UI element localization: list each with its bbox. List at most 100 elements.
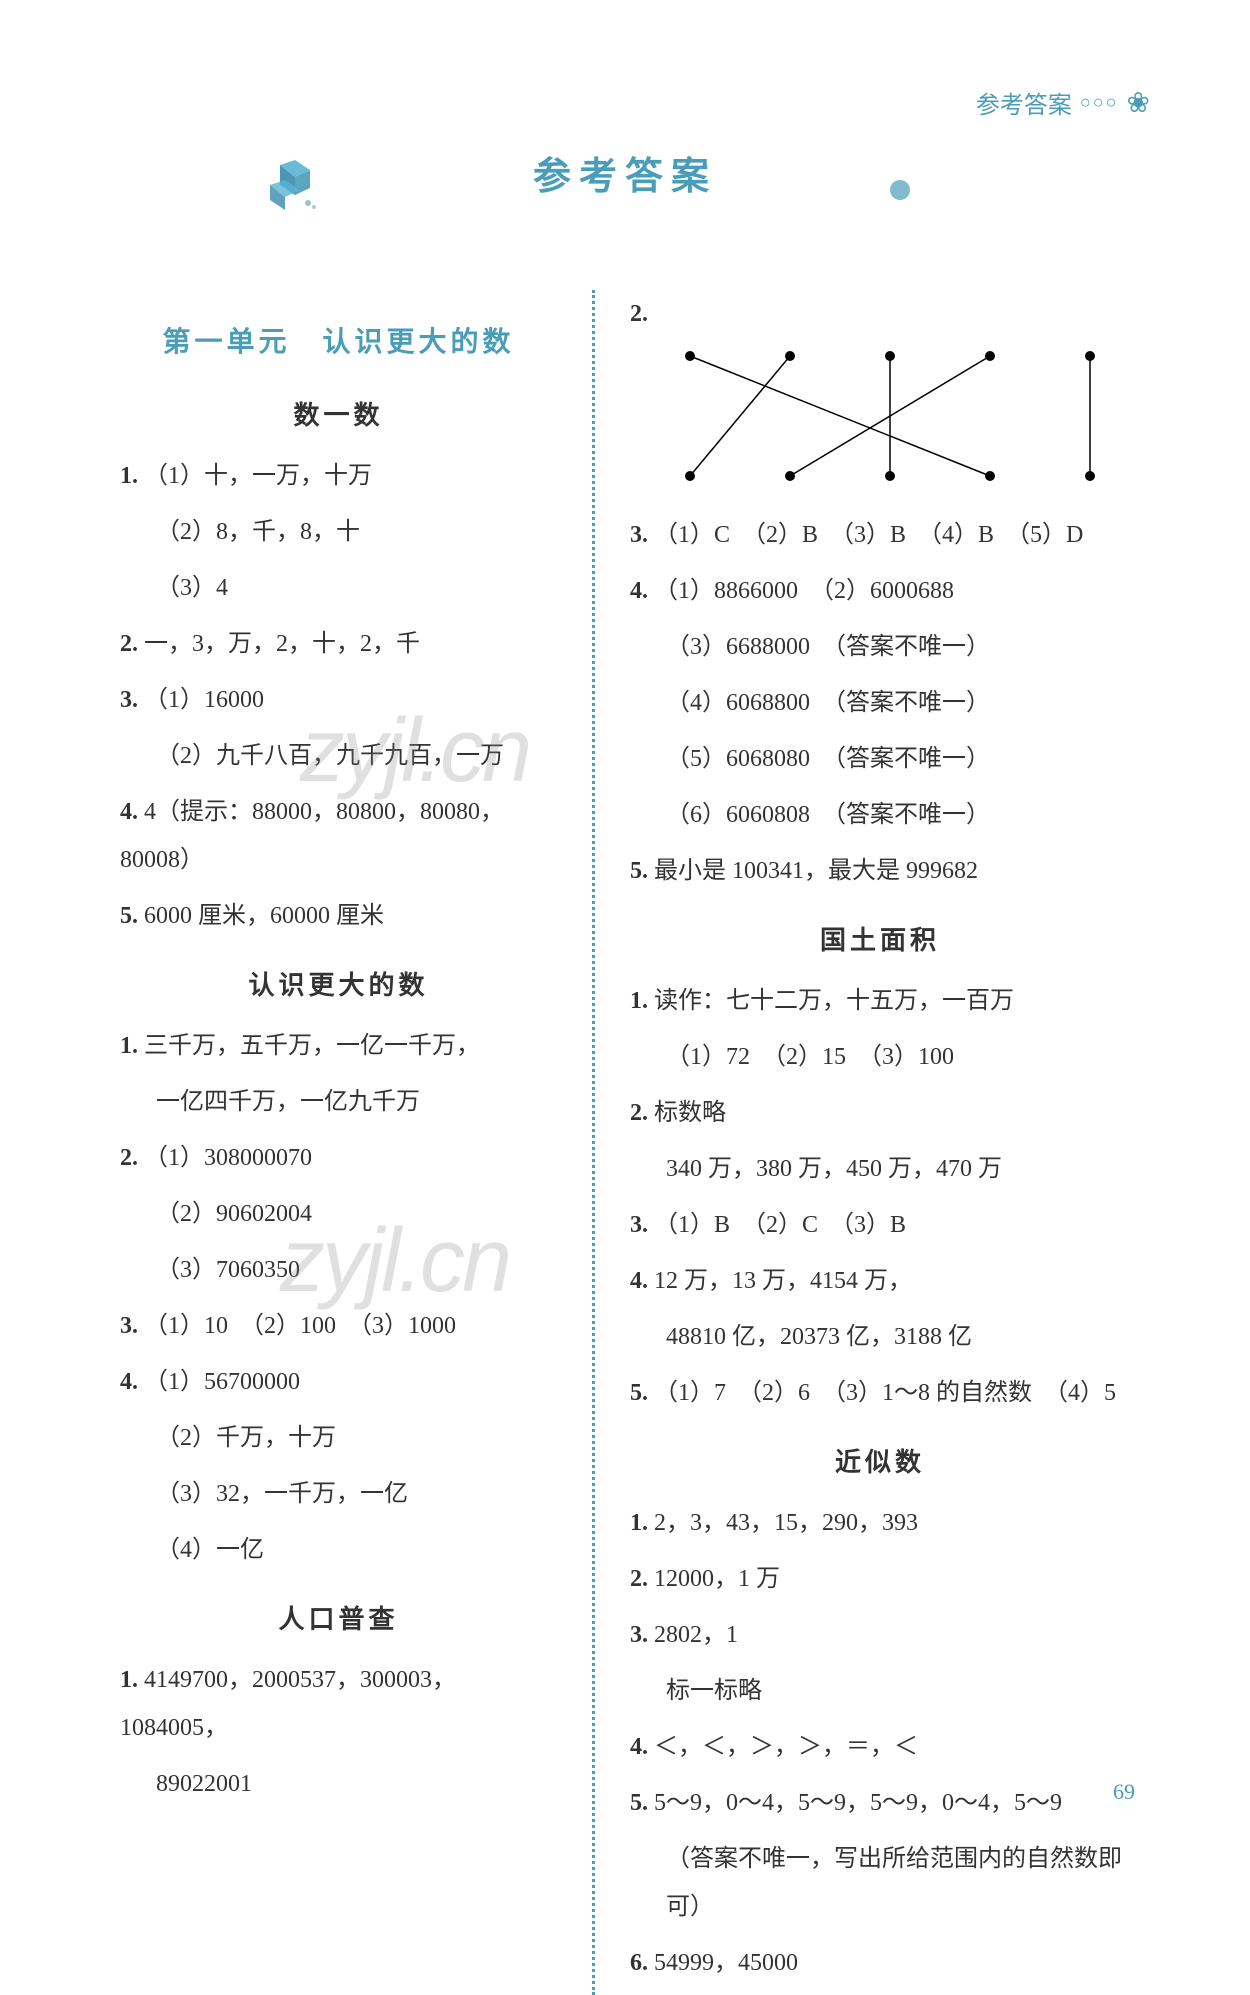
answer-text: ＜，＜，＞，＞，＝，＜ — [654, 1734, 918, 1760]
answer-text: （3）32，一千万，一亿 — [156, 1481, 408, 1507]
answer-text: 6000 厘米，60000 厘米 — [144, 903, 384, 929]
answer-line: 2. — [630, 290, 1130, 338]
answer-line: 5. 5～9，0～4，5～9，5～9，0～4，5～9 — [630, 1779, 1130, 1827]
flower-icon: ❀ — [1127, 86, 1150, 120]
answer-text: （4）一亿 — [156, 1537, 264, 1563]
answer-line: （2）8，千，8，十 — [120, 508, 557, 556]
item-number: 3. — [630, 1622, 648, 1648]
answer-line: 3. （1）B （2）C （3）B — [630, 1201, 1130, 1249]
section-title: 近似数 — [630, 1442, 1130, 1479]
answer-text: 340 万，380 万，450 万，470 万 — [666, 1156, 1002, 1182]
item-number: 2. — [630, 301, 648, 327]
item-number: 1. — [630, 1510, 648, 1536]
answer-text: （1）十，一万，十万 — [144, 463, 372, 489]
answer-line: （3）32，一千万，一亿 — [120, 1470, 557, 1518]
answer-line: 6. 54999，45000 — [630, 1939, 1130, 1987]
answer-line: （5）6068080 （答案不唯一） — [630, 735, 1130, 783]
answer-text: （1）72 （2）15 （3）100 — [666, 1044, 954, 1070]
answer-line: 1. 2，3，43，15，290，393 — [630, 1499, 1130, 1547]
answer-line: （1）72 （2）15 （3）100 — [630, 1033, 1130, 1081]
answer-line: 4. （1）8866000 （2）6000688 — [630, 567, 1130, 615]
answer-line: 3. （1）16000 — [120, 676, 557, 724]
answer-line: （6）6060808 （答案不唯一） — [630, 791, 1130, 839]
section-title: 国土面积 — [630, 920, 1130, 957]
answer-text: 4149700，2000537，300003，1084005， — [120, 1667, 456, 1741]
answer-text: 12 万，13 万，4154 万， — [654, 1268, 912, 1294]
header-corner-text: 参考答案 — [976, 85, 1072, 120]
column-divider — [592, 290, 595, 1995]
item-number: 2. — [630, 1566, 648, 1592]
answer-line: 4. 4（提示：88000，80800，80080，80008） — [120, 788, 557, 884]
answer-text: （2）90602004 — [156, 1201, 312, 1227]
answer-text: （答案不唯一，写出所给范围内的自然数即可） — [666, 1846, 1122, 1920]
deco-dots: ○○○ — [1080, 92, 1119, 113]
answer-text: （1）56700000 — [144, 1369, 300, 1395]
answer-text: 最小是 100341，最大是 999682 — [654, 858, 978, 884]
answer-line: （4）6068800 （答案不唯一） — [630, 679, 1130, 727]
item-number: 6. — [630, 1950, 648, 1976]
header-corner: 参考答案 ○○○ ❀ — [976, 85, 1150, 120]
item-number: 3. — [630, 522, 648, 548]
answer-text: （1）7 （2）6 （3）1～8 的自然数 （4）5 — [654, 1380, 1116, 1406]
answer-line: 4. 12 万，13 万，4154 万， — [630, 1257, 1130, 1305]
answer-text: 2802，1 — [654, 1622, 738, 1648]
item-number: 5. — [120, 903, 138, 929]
answer-text: 标数略 — [654, 1100, 726, 1126]
answer-line: 4. ＜，＜，＞，＞，＝，＜ — [630, 1723, 1130, 1771]
item-number: 5. — [630, 1790, 648, 1816]
item-number: 4. — [630, 1734, 648, 1760]
section-title: 认识更大的数 — [120, 965, 557, 1002]
answer-line: 48810 亿，20373 亿，3188 亿 — [630, 1313, 1130, 1361]
item-number: 3. — [120, 687, 138, 713]
answer-line: 2. （1）308000070 — [120, 1134, 557, 1182]
answer-line: （答案不唯一，写出所给范围内的自然数即可） — [630, 1835, 1130, 1931]
answer-line: 5. 6000 厘米，60000 厘米 — [120, 892, 557, 940]
item-number: 1. — [120, 1033, 138, 1059]
main-title: 参考答案 — [533, 156, 717, 198]
page-number: 69 — [1113, 1779, 1135, 1805]
answer-line: 标一标略 — [630, 1667, 1130, 1715]
answer-text: 一亿四千万，一亿九千万 — [156, 1089, 420, 1115]
answer-line: 3. 2802，1 — [630, 1611, 1130, 1659]
matching-diagram — [630, 346, 1130, 496]
left-column: 第一单元 认识更大的数数一数1. （1）十，一万，十万（2）8，千，8，十（3）… — [100, 290, 587, 1995]
answer-text: （3）4 — [156, 575, 228, 601]
answer-line: （3）6688000 （答案不唯一） — [630, 623, 1130, 671]
item-number: 4. — [120, 799, 138, 825]
unit-title: 第一单元 认识更大的数 — [120, 320, 557, 360]
answer-text: （1）8866000 （2）6000688 — [654, 578, 954, 604]
answer-text: 4（提示：88000，80800，80080，80008） — [120, 799, 504, 873]
answer-line: （3）4 — [120, 564, 557, 612]
answer-text: （2）千万，十万 — [156, 1425, 336, 1451]
answer-text: 89022001 — [156, 1771, 252, 1797]
answer-text: （6）6060808 （答案不唯一） — [666, 802, 990, 828]
item-number: 5. — [630, 1380, 648, 1406]
answer-text: （5）6068080 （答案不唯一） — [666, 746, 990, 772]
answer-text: 标一标略 — [666, 1678, 762, 1704]
answer-text: 48810 亿，20373 亿，3188 亿 — [666, 1324, 972, 1350]
answer-line: （2）90602004 — [120, 1190, 557, 1238]
answer-text: 2，3，43，15，290，393 — [654, 1510, 918, 1536]
answer-line: 1. 读作：七十二万，十五万，一百万 — [630, 977, 1130, 1025]
answer-text: （3）6688000 （答案不唯一） — [666, 634, 990, 660]
answer-text: （2）8，千，8，十 — [156, 519, 360, 545]
answer-line: 1. 4149700，2000537，300003，1084005， — [120, 1656, 557, 1752]
answer-text: 读作：七十二万，十五万，一百万 — [654, 988, 1014, 1014]
item-number: 3. — [630, 1212, 648, 1238]
answer-line: （3）7060350 — [120, 1246, 557, 1294]
answer-line: （2）千万，十万 — [120, 1414, 557, 1462]
answer-text: （1）308000070 — [144, 1145, 312, 1171]
answer-line: 2. 标数略 — [630, 1089, 1130, 1137]
item-number: 2. — [120, 1145, 138, 1171]
section-title: 人口普查 — [120, 1599, 557, 1636]
answer-text: 12000，1 万 — [654, 1566, 780, 1592]
content-area: 第一单元 认识更大的数数一数1. （1）十，一万，十万（2）8，千，8，十（3）… — [100, 290, 1150, 1995]
item-number: 1. — [630, 988, 648, 1014]
answer-line: 3. （1）C （2）B （3）B （4）B （5）D — [630, 511, 1130, 559]
answer-line: （2）九千八百，九千九百，一万 — [120, 732, 557, 780]
item-number: 1. — [120, 463, 138, 489]
answer-line: 1. （1）十，一万，十万 — [120, 452, 557, 500]
item-number: 4. — [630, 578, 648, 604]
answer-line: 1. 三千万，五千万，一亿一千万， — [120, 1022, 557, 1070]
answer-line: 2. 一，3，万，2，十，2，千 — [120, 620, 557, 668]
